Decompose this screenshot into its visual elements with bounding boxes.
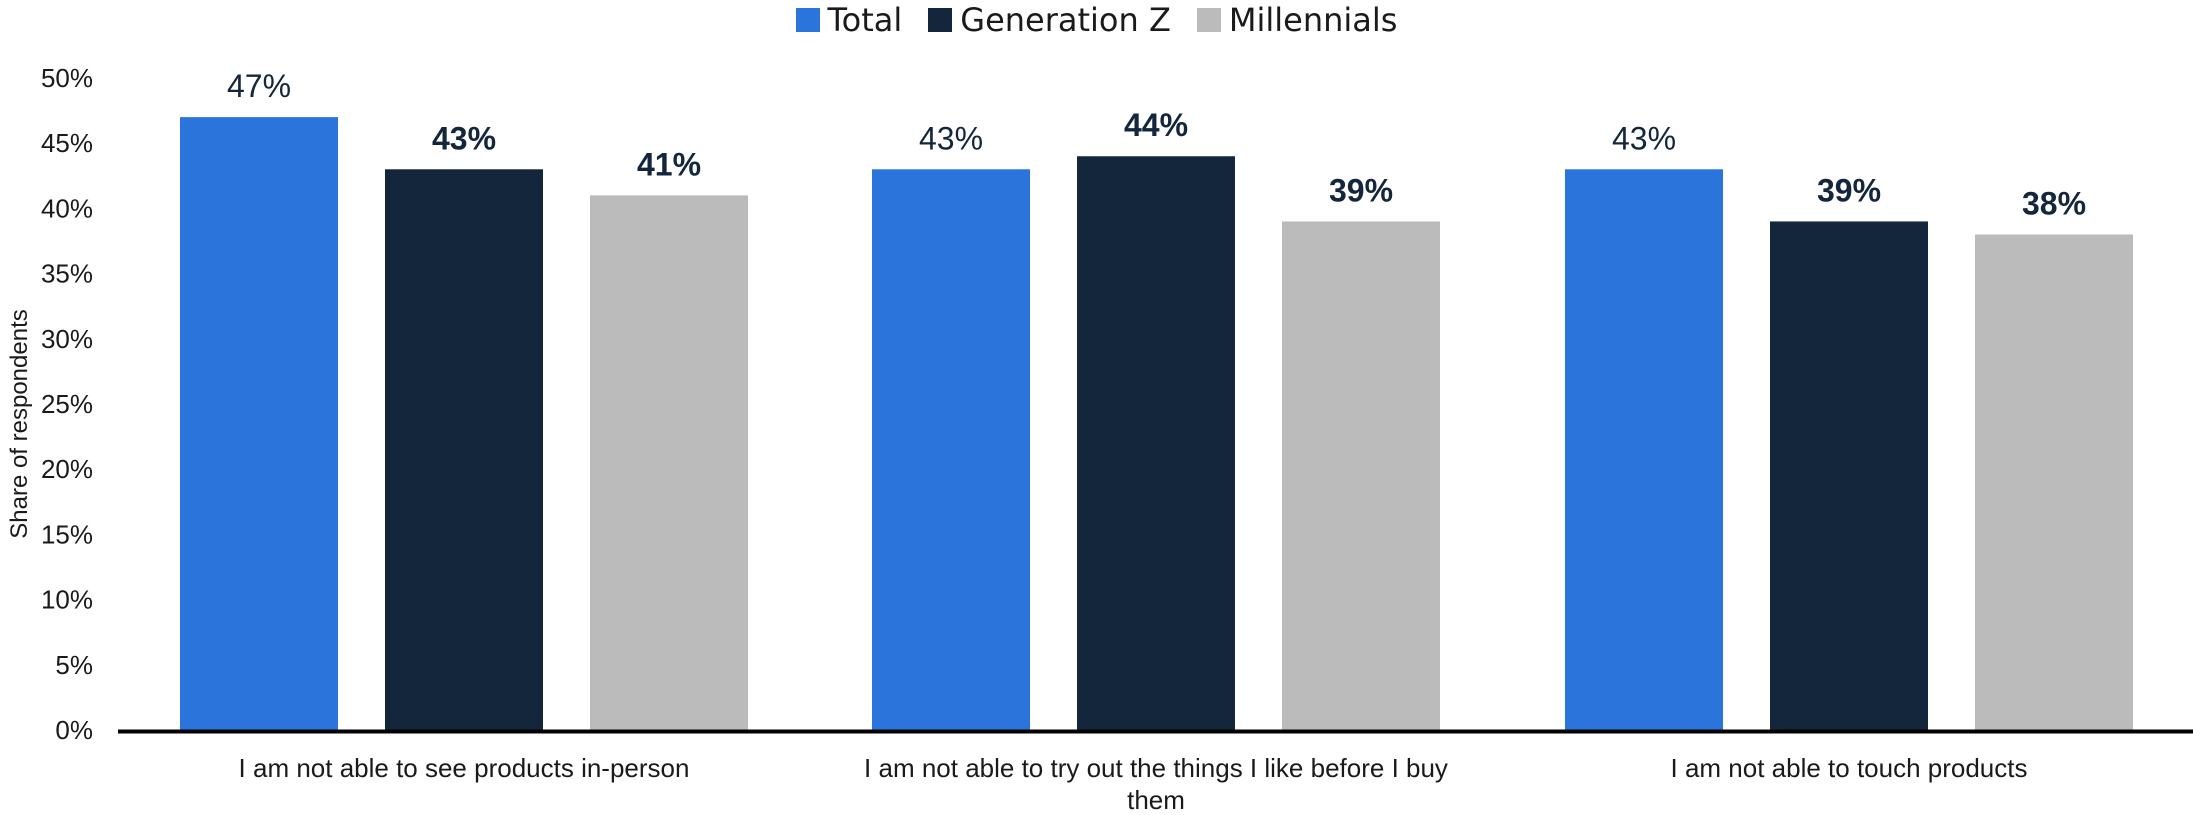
legend-item-generation-z[interactable]: Generation Z [928, 1, 1171, 39]
data-label: 43% [919, 120, 983, 156]
bar [1282, 221, 1440, 730]
legend-swatch-millennials [1196, 8, 1221, 32]
y-tick-label: 5% [55, 650, 93, 680]
y-tick-label: 35% [41, 259, 93, 289]
legend-label-millennials: Millennials [1228, 1, 1398, 39]
y-tick-label: 0% [55, 715, 93, 745]
x-tick-label: I am not able to see products in-person [239, 753, 690, 783]
data-label: 41% [637, 146, 701, 182]
y-tick-label: 15% [41, 519, 93, 549]
y-tick-label: 30% [41, 324, 93, 354]
legend-label-generation-z: Generation Z [960, 1, 1171, 39]
y-tick-label: 10% [41, 585, 93, 615]
y-tick-label: 20% [41, 454, 93, 484]
data-label: 44% [1124, 107, 1188, 143]
y-tick-label: 45% [41, 128, 93, 158]
data-label: 43% [432, 120, 496, 156]
y-tick-label: 50% [41, 63, 93, 93]
legend-item-total[interactable]: Total [795, 1, 903, 39]
bar [180, 117, 338, 731]
x-tick-label: them [1127, 785, 1185, 815]
y-axis-title: Share of respondents [6, 309, 33, 539]
y-tick-label: 40% [41, 193, 93, 223]
x-tick-label: I am not able to touch products [1671, 753, 2028, 783]
y-tick-label: 25% [41, 389, 93, 419]
bar [872, 169, 1030, 730]
data-label: 47% [227, 68, 291, 104]
bar [1565, 169, 1723, 730]
legend-swatch-generation-z [928, 8, 953, 32]
data-label: 39% [1329, 172, 1393, 208]
bar [1077, 156, 1235, 731]
legend-item-millennials[interactable]: Millennials [1196, 1, 1398, 39]
chart-legend: Total Generation Z Millennials [0, 0, 2193, 40]
legend-label-total: Total [827, 1, 903, 39]
x-tick-label: I am not able to try out the things I li… [864, 753, 1448, 783]
bar [385, 169, 543, 730]
legend-swatch-total [795, 8, 820, 32]
data-label: 38% [2022, 185, 2086, 221]
data-label: 39% [1817, 172, 1881, 208]
bar [1975, 234, 2133, 731]
bar [590, 195, 748, 731]
bar [1770, 221, 1928, 730]
data-label: 43% [1612, 120, 1676, 156]
